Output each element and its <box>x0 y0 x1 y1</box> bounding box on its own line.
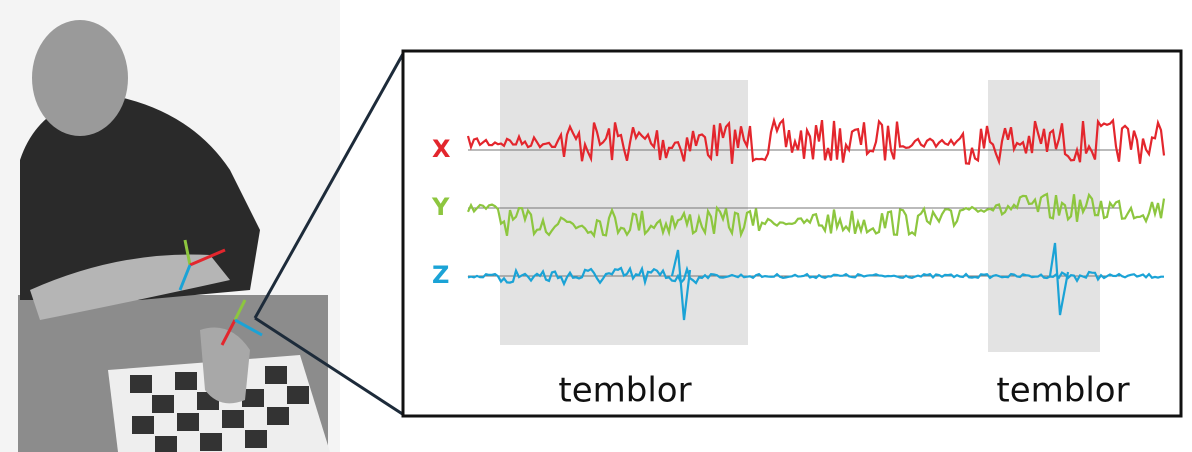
region-label: temblor <box>996 371 1129 411</box>
signal-label: Z <box>432 261 449 289</box>
signal-label: Y <box>431 193 450 221</box>
head <box>32 20 128 136</box>
region-label: temblor <box>558 371 691 411</box>
tremor-region <box>988 80 1100 352</box>
tremor-region <box>500 80 748 345</box>
photo <box>0 0 340 452</box>
signal-label: X <box>432 135 451 163</box>
figure: temblor temblor X Y Z <box>0 0 1192 452</box>
page: temblor temblor XYZ (() => { const data … <box>0 0 1192 452</box>
